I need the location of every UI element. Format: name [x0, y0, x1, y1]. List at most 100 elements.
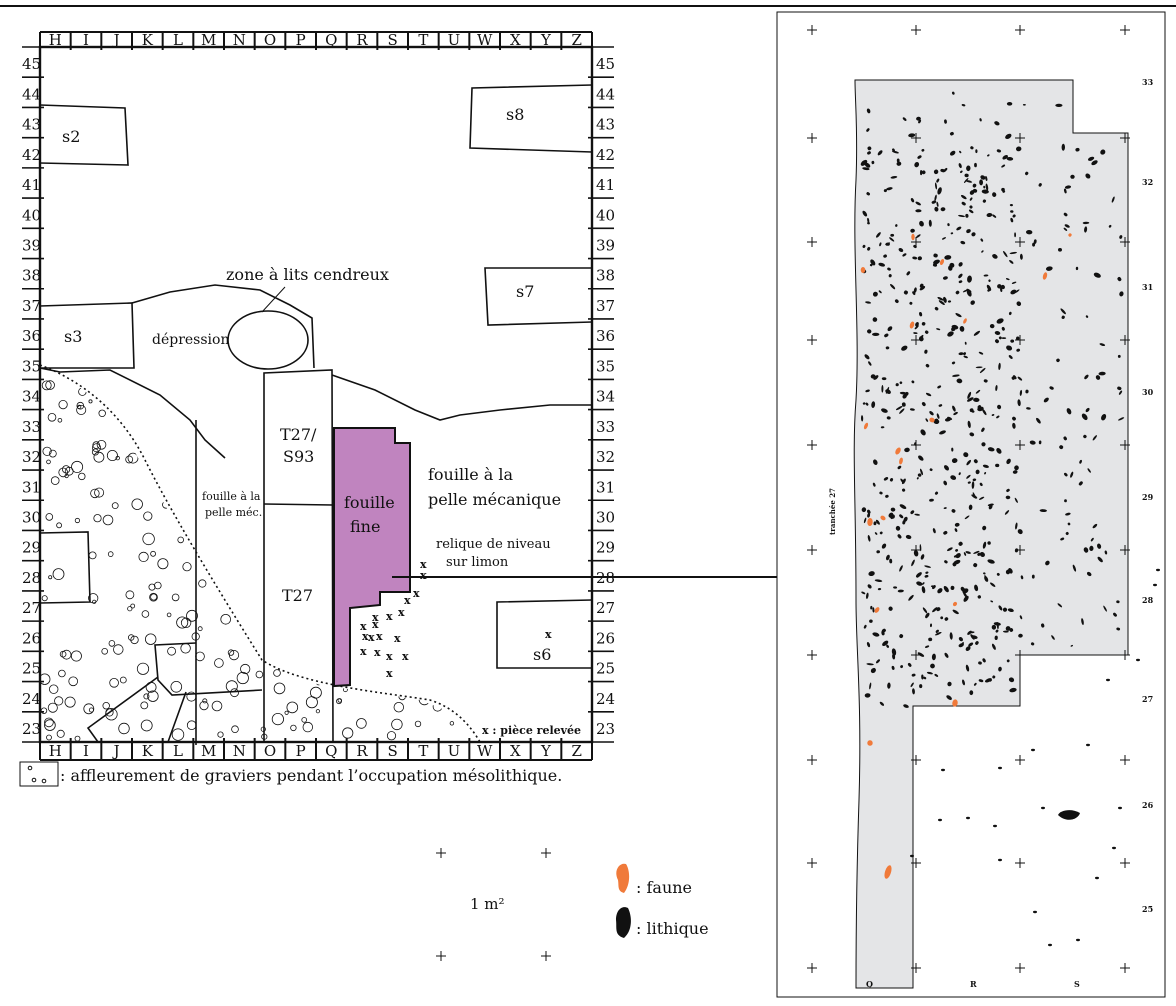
lithic-piece	[987, 503, 994, 507]
gravel-pebble	[130, 390, 140, 400]
grid-crosses	[807, 25, 1130, 973]
lithic-piece	[997, 404, 1002, 410]
lithic-piece	[1006, 102, 1013, 106]
lithic-piece	[1065, 532, 1069, 535]
lithic-piece	[972, 183, 977, 188]
lithic-piece	[1031, 748, 1035, 752]
lithic-piece	[861, 591, 866, 595]
lithic-piece	[916, 581, 923, 586]
lithic-piece	[922, 607, 928, 614]
gravel-pebble	[251, 574, 262, 585]
label-relique-line2: sur limon	[446, 555, 509, 570]
lithic-piece	[1005, 495, 1011, 500]
gravel-pebble	[261, 551, 271, 562]
col-label-top: W	[477, 31, 493, 49]
gravel-pebble	[248, 451, 253, 457]
lithic-piece	[937, 297, 944, 301]
lithic-piece	[944, 255, 952, 260]
col-label-top: Y	[540, 31, 552, 49]
gravel-pebble	[215, 536, 221, 542]
lithic-piece	[921, 170, 926, 175]
lithic-piece	[864, 162, 871, 168]
gravel-pebble	[190, 514, 196, 520]
lithic-piece	[1009, 687, 1017, 693]
lithic-piece	[949, 632, 953, 640]
gravel-pebble	[271, 654, 277, 661]
lithic-piece	[983, 185, 986, 189]
lithic-piece	[969, 190, 975, 195]
lithic-piece	[867, 246, 871, 251]
gravel-pebble	[302, 721, 314, 733]
gravel-pebble	[198, 579, 207, 588]
row-label: 32	[1142, 177, 1153, 187]
lithic-piece	[991, 624, 997, 630]
lithic-piece	[938, 300, 945, 306]
lithic-piece	[950, 150, 956, 156]
lithic-piece	[1001, 164, 1006, 168]
lithic-piece	[951, 447, 954, 452]
row-label-left: 37	[22, 297, 41, 315]
lithic-piece	[959, 326, 965, 332]
sondage-s2	[39, 104, 129, 166]
lithic-piece	[1012, 470, 1018, 474]
lithic-piece	[933, 259, 940, 265]
row-label-left: 31	[22, 478, 41, 496]
large-lithic-piece	[1058, 810, 1080, 820]
lithic-piece	[1076, 938, 1080, 942]
lithic-piece	[975, 389, 981, 394]
lithic-piece	[965, 213, 969, 218]
lithic-piece	[872, 632, 880, 637]
lithic-piece	[1058, 247, 1062, 252]
gravel-pebble	[178, 474, 183, 480]
lithic-piece	[873, 459, 878, 465]
gravel-pebble	[290, 724, 297, 732]
lithic-piece	[872, 317, 878, 322]
lithic-piece	[917, 155, 922, 159]
gravel-pebble	[272, 628, 278, 634]
lithic-piece	[1113, 612, 1117, 617]
lithic-piece	[1006, 458, 1011, 465]
gravel-pebble	[411, 657, 422, 668]
gravel-pebble	[50, 476, 60, 485]
lithic-piece	[1064, 499, 1067, 503]
lithic-piece	[962, 591, 968, 598]
lithic-piece	[958, 541, 963, 546]
lithic-piece	[1045, 560, 1050, 566]
trench-divider	[263, 503, 334, 506]
lithic-piece	[926, 671, 933, 675]
lithic-piece	[890, 233, 895, 237]
lithic-piece	[1030, 642, 1035, 646]
lithic-piece	[917, 256, 922, 261]
lithic-piece	[991, 414, 995, 416]
label-mecanique-line2: pelle mécanique	[428, 490, 561, 509]
lithic-piece	[958, 163, 962, 169]
gravel-pebble	[108, 640, 116, 647]
col-label-top: S	[388, 31, 398, 49]
lithic-piece	[1104, 550, 1108, 555]
lithic-piece	[876, 659, 880, 664]
lithic-piece	[866, 592, 869, 599]
lithic-piece	[972, 492, 976, 499]
lithic-piece	[1014, 497, 1018, 503]
gravel-pebble	[284, 710, 289, 715]
gravel-pebble	[418, 676, 431, 689]
lithic-piece	[946, 695, 952, 700]
lithic-piece	[932, 528, 936, 534]
lithic-piece	[1006, 156, 1014, 161]
gravel-pebble	[58, 399, 68, 410]
label-depression: dépression	[152, 332, 229, 348]
lithic-piece	[1048, 943, 1052, 947]
lithic-piece	[917, 573, 920, 578]
lithic-piece	[970, 300, 975, 305]
label-zone-ash-beds: zone à lits cendreux	[226, 265, 389, 284]
lithic-piece	[918, 119, 922, 124]
lithic-piece	[919, 334, 924, 340]
lithic-piece	[961, 201, 966, 206]
lithic-piece	[951, 324, 959, 330]
label-s2: s2	[62, 127, 80, 146]
lithic-piece	[921, 402, 926, 407]
lithic-piece	[962, 679, 965, 686]
x-mark: x	[398, 606, 405, 619]
col-label-top: P	[296, 31, 306, 49]
